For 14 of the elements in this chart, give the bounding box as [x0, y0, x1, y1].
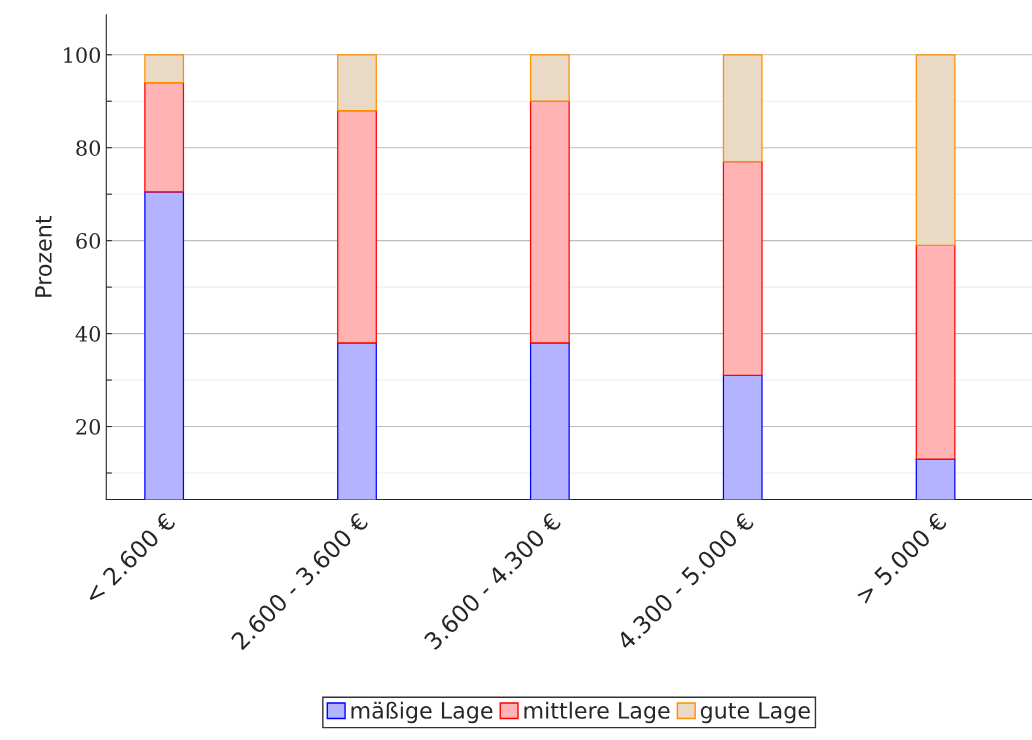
- y-tick-label: 60: [76, 233, 101, 249]
- legend-label: mäßige Lage: [351, 701, 493, 724]
- y-axis-title: Prozent: [35, 215, 52, 297]
- y-tick-label: 40: [75, 326, 101, 342]
- y-tick-label: 80: [76, 140, 101, 156]
- bar: [529, 54, 570, 102]
- y-tick-label: 100: [64, 47, 101, 63]
- bar: [915, 54, 956, 246]
- bar: [337, 54, 377, 112]
- bar: [144, 54, 185, 84]
- legend-label: gute Lage: [700, 702, 810, 724]
- y-tick-label: 20: [76, 418, 101, 435]
- bar: [722, 54, 763, 163]
- legend-label: mittlere Lage: [524, 701, 670, 724]
